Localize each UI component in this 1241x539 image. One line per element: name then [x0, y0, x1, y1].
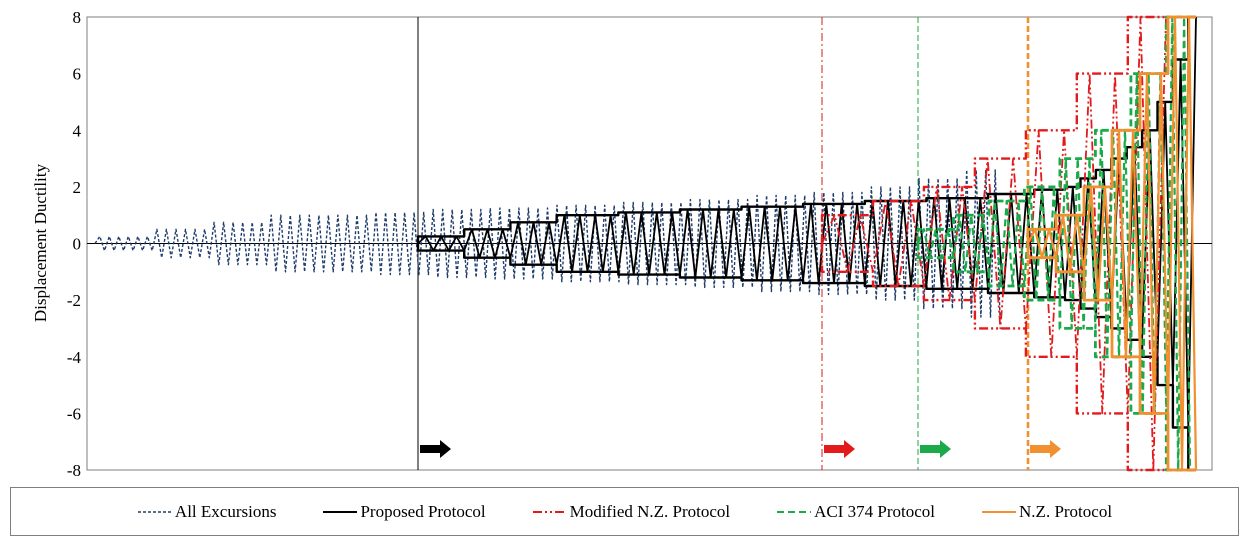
envelope-3-upper [916, 15, 1190, 244]
legend-swatch [532, 510, 567, 513]
envelope-2-lower [820, 243, 1166, 472]
envelope-3-lower [916, 243, 1190, 472]
y-tick-label: 6 [73, 65, 82, 84]
y-axis-ticks: 8 6 4 2 0 -2 -4 -6 -8 [67, 8, 82, 480]
start-arrow-4 [1030, 440, 1061, 458]
envelope-4-upper [1026, 15, 1196, 244]
y-tick-label: -8 [67, 461, 81, 480]
y-axis-title: Displacement Ductility [31, 163, 50, 322]
legend: All Excursions Proposed Protocol Modified … [10, 487, 1239, 536]
legend-item: ACI 374 Protocol [776, 502, 935, 522]
legend-item: All Excursions [137, 501, 277, 522]
series-line-3 [916, 15, 1192, 472]
legend-item: N.Z. Protocol [981, 502, 1112, 522]
legend-label: ACI 374 Protocol [814, 501, 936, 521]
envelope-2-upper [820, 15, 1166, 244]
legend-label: All Excursions [174, 501, 277, 521]
legend-item: Proposed Protocol [322, 501, 486, 522]
y-tick-label: 8 [73, 8, 82, 27]
envelope-1-lower [416, 243, 1196, 472]
y-tick-label: 2 [73, 178, 82, 197]
start-arrow-2 [824, 440, 855, 458]
legend-item: Modified N.Z. Protocol [532, 501, 731, 522]
legend-swatch [777, 510, 812, 513]
start-arrow-3 [920, 440, 951, 458]
start-arrow-1 [420, 440, 451, 458]
legend-label: Modified N.Z. Protocol [569, 501, 731, 521]
legend-label: Proposed Protocol [360, 501, 486, 521]
envelope-1-upper [416, 15, 1196, 244]
legend-label: N.Z. Protocol [1019, 501, 1113, 521]
envelope-4-lower [1026, 243, 1196, 472]
y-tick-label: 0 [73, 235, 82, 254]
series-line-0 [94, 169, 1001, 318]
legend-swatch [323, 510, 358, 513]
y-tick-label: -4 [67, 348, 82, 367]
y-tick-label: 4 [73, 121, 82, 140]
displacement-history-chart: 8 6 4 2 0 -2 -4 -6 -8 Displacement Ductility [31, 8, 1213, 480]
y-tick-label: -6 [67, 404, 81, 423]
legend-swatch [982, 510, 1017, 513]
plot-area [86, 15, 1213, 472]
y-tick-label: -2 [67, 291, 81, 310]
series-line-1 [417, 16, 1197, 429]
legend-swatch [137, 510, 172, 513]
